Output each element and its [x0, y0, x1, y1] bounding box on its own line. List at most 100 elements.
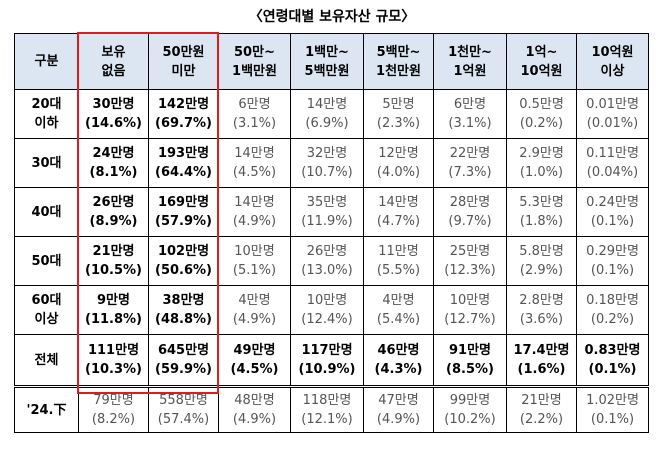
- table-cell: 5만명 (2.3%): [363, 89, 434, 139]
- row-label: 60대 이상: [14, 285, 79, 335]
- table-cell: 14만명 (4.5%): [218, 138, 291, 188]
- cell-line: (4.9%): [232, 412, 277, 427]
- cell-line: 46만명: [377, 343, 420, 358]
- cell-line: (10.2%): [444, 412, 496, 427]
- cell-line: 5만명: [382, 97, 415, 112]
- cell-line: 14만명: [234, 195, 275, 210]
- cell-line: 10만명: [449, 293, 491, 308]
- table-cell: 25만명 (12.3%): [433, 236, 507, 286]
- cell-line: (4.5%): [232, 165, 277, 180]
- table-cell: 6만명 (3.1%): [433, 89, 507, 139]
- asset-table: 구분 보유 없음 50만원 미만 50만~ 1백만원 1백만~ 5백만원 5백만~ 1천만원 1천만~…: [14, 33, 649, 433]
- cell-line: 24만명: [92, 146, 135, 161]
- cell-line: (2.3%): [376, 116, 421, 131]
- cell-line: 111만명: [87, 343, 140, 358]
- cell-line: 1백만~: [305, 44, 349, 60]
- cell-line: 32만명: [306, 146, 348, 161]
- cell-line: 26만명: [92, 195, 135, 210]
- cell-line: (57.9%): [155, 214, 212, 229]
- row-label: 30대: [14, 138, 79, 188]
- cell-line: (8.2%): [91, 412, 136, 427]
- table-cell: 91만명 (8.5%): [433, 334, 507, 387]
- table-cell: 46만명 (4.3%): [363, 334, 434, 387]
- cell-line: 11만명: [378, 244, 419, 259]
- table-cell: 5.8만명 (2.9%): [506, 236, 577, 286]
- table-cell: 24만명 (8.1%): [78, 138, 149, 188]
- table-cell: 2.9만명 (1.0%): [506, 138, 577, 188]
- cell-line: (0.01%): [586, 116, 639, 131]
- table-cell: 28만명 (9.7%): [433, 187, 507, 237]
- table-cell: 4만명 (5.4%): [363, 285, 434, 335]
- cell-line: (3.1%): [232, 116, 277, 131]
- table-cell: 22만명 (7.3%): [433, 138, 507, 188]
- cell-line: 14만명: [234, 146, 275, 161]
- cell-line: 50만원: [162, 44, 205, 60]
- cell-line: (5.5%): [376, 263, 421, 278]
- table-cell: 6만명 (3.1%): [218, 89, 291, 139]
- cell-line: 40대: [31, 204, 62, 220]
- cell-line: 49만명: [233, 343, 276, 358]
- cell-line: 91만명: [448, 343, 491, 358]
- row-label: '24.下: [14, 385, 79, 433]
- cell-line: 0.83만명: [584, 343, 641, 358]
- cell-line: (7.3%): [448, 165, 492, 180]
- cell-line: 구분: [34, 54, 59, 69]
- table-cell: 193만명 (64.4%): [148, 138, 219, 188]
- table-cell: 118만명 (12.1%): [290, 385, 364, 433]
- cell-line: (1.8%): [519, 214, 564, 229]
- cell-line: 1.02만명: [586, 393, 639, 408]
- table-cell: 26만명 (13.0%): [290, 236, 364, 286]
- row-label: 50대: [14, 236, 79, 286]
- cell-line: 20대: [31, 97, 62, 112]
- cell-line: (8.5%): [446, 362, 494, 377]
- cell-line: (1.6%): [517, 362, 566, 377]
- header-cell: 보유 없음: [78, 33, 149, 90]
- cell-line: 이상: [600, 63, 625, 79]
- table-cell: 10만명 (5.1%): [218, 236, 291, 286]
- cell-line: (10.9%): [298, 362, 356, 377]
- cell-line: '24.下: [26, 402, 67, 418]
- cell-line: 0.5만명: [519, 97, 564, 112]
- cell-line: (4.7%): [376, 214, 421, 229]
- cell-line: 26만명: [306, 244, 348, 259]
- table-row: 전체 111만명 (10.3%) 645만명 (59.9%) 49만명 (4.5%) 117만…: [14, 334, 649, 387]
- header-cell: 1억~ 10억원: [506, 33, 577, 90]
- cell-line: 0.24만명: [586, 195, 639, 210]
- table-cell: 4만명 (4.9%): [218, 285, 291, 335]
- cell-line: 193만명: [157, 146, 210, 161]
- cell-line: 1백만원: [232, 63, 277, 79]
- table-cell: 49만명 (4.5%): [218, 334, 291, 387]
- table-cell: 79만명 (8.2%): [78, 385, 149, 433]
- table-cell: 10만명 (12.4%): [290, 285, 364, 335]
- cell-line: (2.2%): [519, 412, 564, 427]
- cell-line: 25만명: [449, 244, 491, 259]
- cell-line: 없음: [101, 63, 126, 79]
- cell-line: (4.5%): [230, 362, 279, 377]
- cell-line: 117만명: [301, 343, 353, 358]
- cell-line: 0.18만명: [586, 293, 639, 308]
- table-cell: 26만명 (8.9%): [78, 187, 149, 237]
- cell-line: 102만명: [157, 244, 210, 259]
- table-row: 30대 24만명 (8.1%) 193만명 (64.4%) 14만명 (4.5%) 32만명 (…: [14, 138, 649, 188]
- table-cell: 0.18만명 (0.2%): [576, 285, 649, 335]
- cell-line: 6만명: [453, 97, 487, 112]
- cell-line: (12.1%): [301, 412, 353, 427]
- cell-line: 1천만원: [376, 63, 421, 79]
- cell-line: (8.9%): [89, 214, 138, 229]
- row-label: 20대 이하: [14, 89, 79, 139]
- cell-line: (11.8%): [85, 312, 142, 327]
- table-cell: 17.4만명 (1.6%): [506, 334, 577, 387]
- cell-line: 4만명: [382, 293, 415, 308]
- table-cell: 48만명 (4.9%): [218, 385, 291, 433]
- cell-line: (5.1%): [232, 263, 277, 278]
- cell-line: (3.1%): [448, 116, 492, 131]
- cell-line: 이상: [34, 312, 59, 327]
- cell-line: 0.11만명: [586, 146, 639, 161]
- table-cell: 47만명 (4.9%): [363, 385, 434, 433]
- cell-line: (64.4%): [155, 165, 212, 180]
- cell-line: (50.6%): [155, 263, 212, 278]
- cell-line: 35만명: [306, 195, 348, 210]
- cell-line: 30대: [31, 155, 62, 171]
- header-cell: 구분: [14, 33, 79, 90]
